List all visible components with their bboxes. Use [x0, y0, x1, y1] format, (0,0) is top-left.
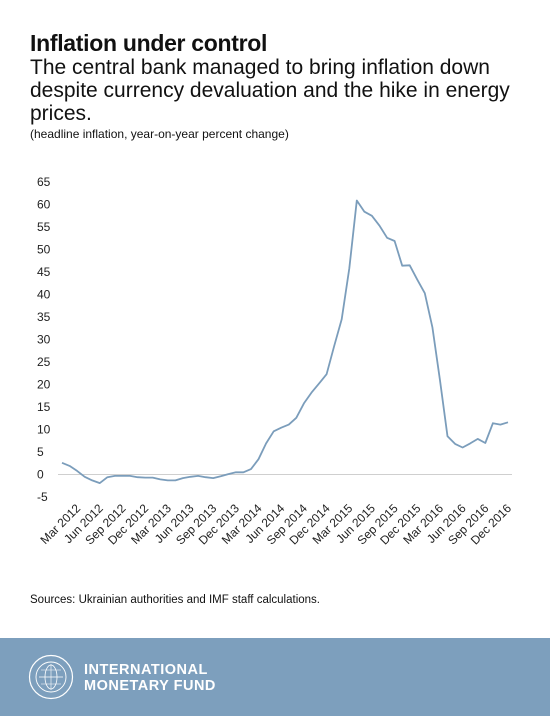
y-tick-label: 0 — [37, 468, 44, 482]
source-note: Sources: Ukrainian authorities and IMF s… — [30, 594, 320, 606]
chart-title: Inflation under control — [30, 30, 268, 56]
series-layer — [61, 199, 509, 484]
y-tick-label: 15 — [37, 400, 51, 414]
org-name-line2: MONETARY FUND — [84, 678, 216, 694]
y-tick-label: 60 — [37, 198, 51, 212]
units-note: (headline inflation, year-on-year percen… — [30, 127, 289, 141]
imf-seal-icon — [28, 654, 74, 700]
imf-wordmark: INTERNATIONAL MONETARY FUND — [84, 662, 216, 694]
org-name-line1: INTERNATIONAL — [84, 662, 208, 678]
y-tick-label: 55 — [37, 220, 51, 234]
y-tick-label: 65 — [37, 175, 51, 189]
y-tick-label: 10 — [37, 423, 51, 437]
inflation-series-line — [61, 199, 509, 484]
y-tick-label: 50 — [37, 243, 51, 257]
y-tick-label: 5 — [37, 445, 44, 459]
y-tick-label: 45 — [37, 265, 51, 279]
imf-footer: INTERNATIONAL MONETARY FUND — [0, 638, 550, 716]
y-tick-label: 35 — [37, 310, 51, 324]
y-tick-label: 25 — [37, 355, 51, 369]
y-tick-label: 20 — [37, 378, 51, 392]
y-tick-label: 40 — [37, 288, 51, 302]
y-tick-label: -5 — [37, 490, 48, 504]
chart-subtitle: The central bank managed to bring inflat… — [30, 56, 510, 125]
y-tick-label: 30 — [37, 333, 51, 347]
